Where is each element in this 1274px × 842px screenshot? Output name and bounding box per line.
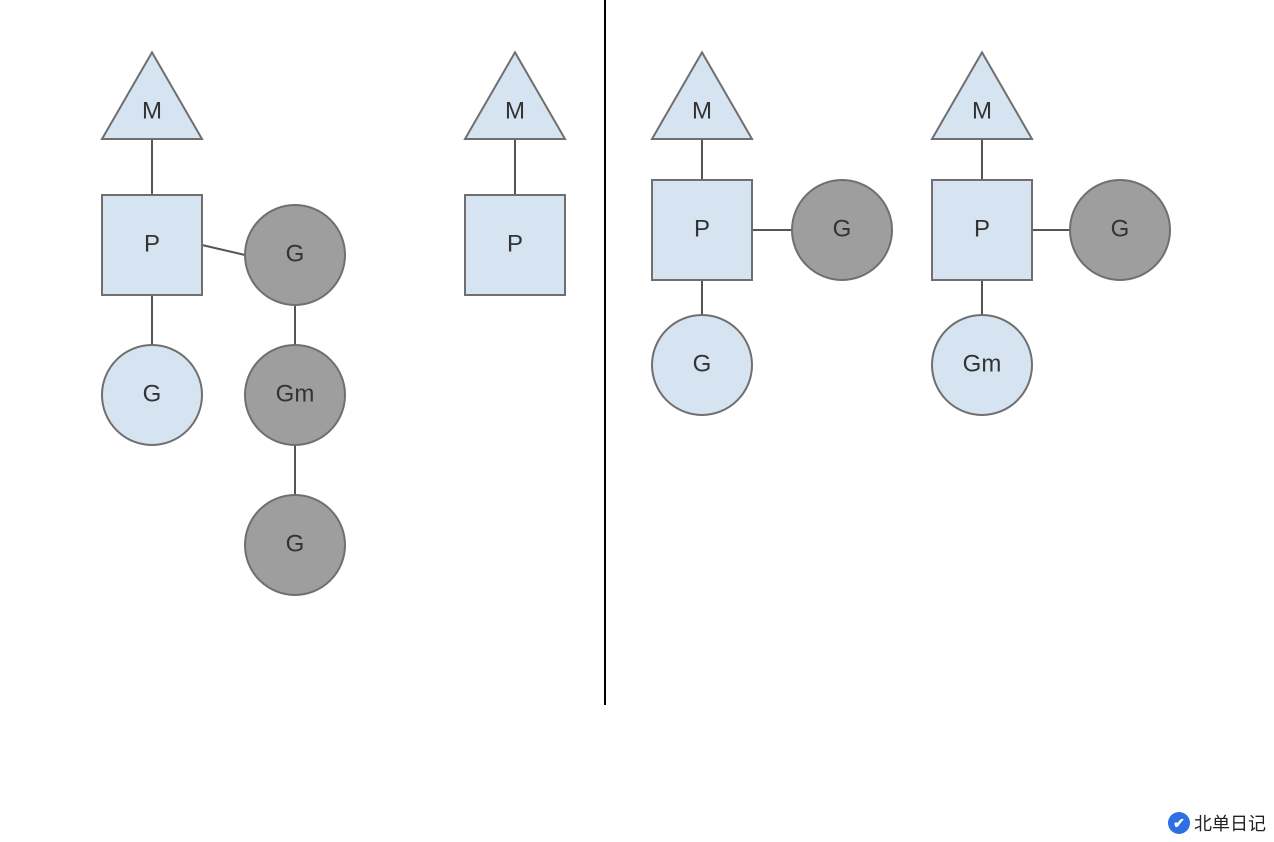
node-R2_Gr: G xyxy=(1070,180,1170,280)
triangle-icon xyxy=(465,52,565,139)
diagram-canvas: M P G G Gm G M P M P G G M P G Gm xyxy=(0,0,1274,842)
node-label: Gm xyxy=(276,380,315,407)
node-R1_Gb: G xyxy=(652,315,752,415)
node-label: P xyxy=(694,215,710,242)
node-label: P xyxy=(507,230,523,257)
watermark-text: 北单日记 xyxy=(1194,810,1266,836)
node-label: G xyxy=(1111,215,1130,242)
node-R1_Gr: G xyxy=(792,180,892,280)
node-label: Gm xyxy=(963,350,1002,377)
node-label: G xyxy=(833,215,852,242)
node-L1_Gr: G xyxy=(245,205,345,305)
node-label: P xyxy=(144,230,160,257)
node-label: M xyxy=(972,97,992,124)
node-label: M xyxy=(142,97,162,124)
node-label: G xyxy=(693,350,712,377)
node-R2_M: M xyxy=(932,52,1032,139)
node-L1_Gl: G xyxy=(102,345,202,445)
node-label: M xyxy=(692,97,712,124)
edge xyxy=(202,245,245,255)
node-L1_M: M xyxy=(102,52,202,139)
node-R2_P: P xyxy=(932,180,1032,280)
node-L1_Gb: G xyxy=(245,495,345,595)
node-label: M xyxy=(505,97,525,124)
node-label: G xyxy=(143,380,162,407)
node-R1_P: P xyxy=(652,180,752,280)
triangle-icon xyxy=(932,52,1032,139)
node-L1_P: P xyxy=(102,195,202,295)
node-label: G xyxy=(286,240,305,267)
node-label: G xyxy=(286,530,305,557)
node-R2_Gm: Gm xyxy=(932,315,1032,415)
node-L2_P: P xyxy=(465,195,565,295)
triangle-icon xyxy=(652,52,752,139)
watermark-badge-icon: ✔ xyxy=(1168,812,1190,834)
watermark: ✔ 北单日记 xyxy=(1168,810,1266,836)
triangle-icon xyxy=(102,52,202,139)
node-label: P xyxy=(974,215,990,242)
node-L2_M: M xyxy=(465,52,565,139)
node-R1_M: M xyxy=(652,52,752,139)
nodes-layer: M P G G Gm G M P M P G G M P G Gm xyxy=(102,52,1170,595)
node-L1_Gm: Gm xyxy=(245,345,345,445)
